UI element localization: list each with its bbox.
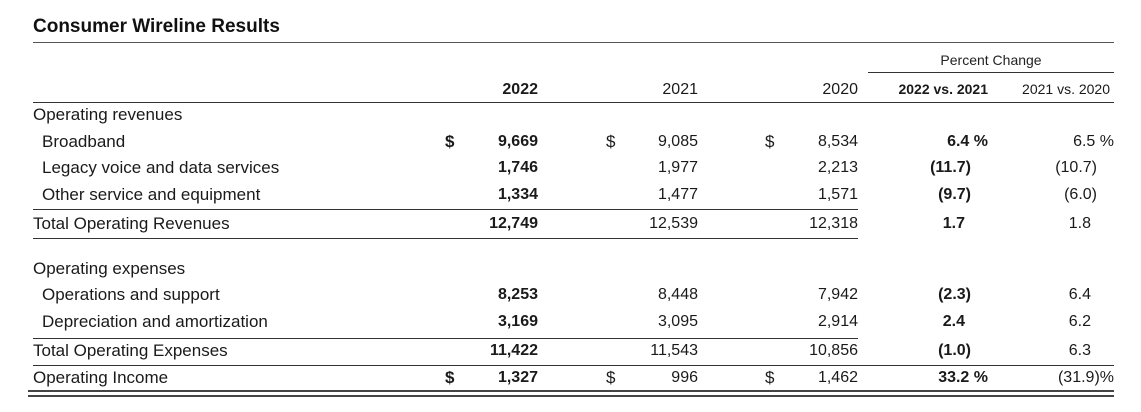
header-pc-2022-vs-2021: 2022 vs. 2021 [898,81,988,97]
pct-2022-vs-2021: (11.7) [930,159,971,176]
dollar-sign: $ [606,368,616,387]
pct-2021-vs-2020: (6.0) [1064,186,1097,203]
value-2020: 1,462 [817,369,858,386]
value-2020: 8,534 [817,133,858,150]
pct-2022-vs-2021: 2.4 [942,313,965,330]
pct-2022-vs-2021: (9.7) [938,186,971,203]
table-title: Consumer Wireline Results [33,16,280,37]
value-2020: 7,942 [817,286,858,303]
pct-2022-vs-2021: (2.3) [938,286,971,303]
pct-2021-vs-2020: (31.9)% [1057,369,1114,386]
row-label: Operations and support [42,285,220,304]
value-2020: 10,856 [809,342,858,359]
subtotal-rule-revenues [33,209,858,210]
value-2020: 2,213 [817,159,858,176]
header-2020: 2020 [822,81,858,98]
dollar-sign: $ [765,368,775,387]
value-2022: 1,334 [497,186,538,203]
pct-2021-vs-2020: 6.3 [1068,342,1091,359]
row-label: Total Operating Expenses [33,341,228,360]
header-2022: 2022 [502,81,538,98]
total-rule-expenses [33,365,1114,366]
pct-2021-vs-2020: 6.4 [1068,286,1091,303]
value-2022: 8,253 [497,286,538,303]
section-operating-expenses: Operating expenses [33,259,186,278]
double-rule-bottom [28,395,1114,397]
row-label: Total Operating Revenues [33,214,230,233]
value-2020: 12,318 [809,215,858,232]
total-rule-revenues [33,238,858,239]
dollar-sign: $ [765,132,775,151]
value-2022: 1,327 [497,369,538,386]
pct-2021-vs-2020: 6.2 [1068,313,1091,330]
header-2021: 2021 [662,81,698,98]
value-2020: 1,571 [817,186,858,203]
value-2022: 9,669 [497,133,538,150]
value-2022: 3,169 [497,313,538,330]
value-2021: 996 [671,369,698,386]
pct-2022-vs-2021: 1.7 [942,215,965,232]
percent-change-header: Percent Change [940,52,1042,68]
value-2021: 1,477 [657,186,698,203]
row-label: Other service and equipment [42,185,261,204]
title-rule [33,42,1114,43]
pct-2022-vs-2021: (1.0) [938,342,971,359]
percent-change-rule [868,72,1114,73]
section-operating-revenues: Operating revenues [33,105,183,124]
header-pc-2021-vs-2020: 2021 vs. 2020 [1022,81,1110,97]
pct-2021-vs-2020: 6.5 % [1073,133,1114,150]
value-2021: 9,085 [657,133,698,150]
dollar-sign: $ [445,368,455,387]
value-2021: 3,095 [657,313,698,330]
value-2021: 1,977 [657,159,698,176]
dollar-sign: $ [606,132,616,151]
row-label: Broadband [42,132,126,151]
pct-2022-vs-2021: 6.4 % [947,133,988,150]
double-rule-top [28,390,1114,392]
pct-2022-vs-2021: 33.2 % [938,369,988,386]
row-label: Legacy voice and data services [42,158,280,177]
value-2022: 1,746 [497,159,538,176]
dollar-sign: $ [445,132,455,151]
pct-2021-vs-2020: (10.7) [1055,159,1097,176]
row-label: Depreciation and amortization [42,312,268,331]
value-2021: 11,543 [650,342,698,359]
value-2022: 12,749 [489,215,538,232]
header-rule [33,102,1114,103]
value-2022: 11,422 [489,342,538,359]
subtotal-rule-expenses [33,338,858,339]
value-2020: 2,914 [817,313,858,330]
value-2021: 8,448 [657,286,698,303]
pct-2021-vs-2020: 1.8 [1068,215,1091,232]
value-2021: 12,539 [649,215,698,232]
row-label: Operating Income [33,368,169,387]
